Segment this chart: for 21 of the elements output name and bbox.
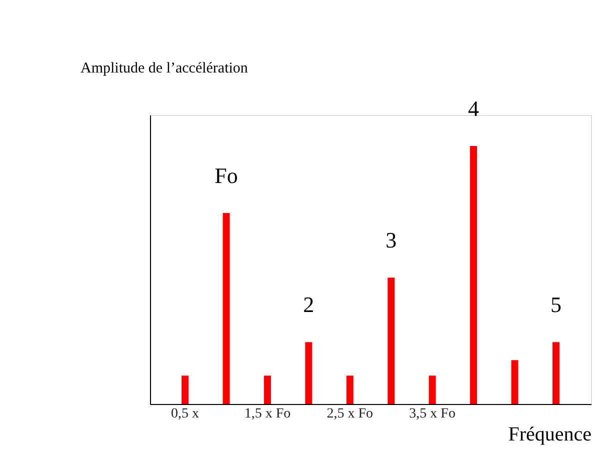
bar xyxy=(511,360,518,404)
annotation: 5 xyxy=(550,292,562,318)
x-axis-title: Fréquence xyxy=(508,424,592,446)
bar xyxy=(470,146,478,404)
annotation: 4 xyxy=(468,96,480,121)
bar xyxy=(388,278,395,404)
x-tick-label: 0,5 x xyxy=(171,406,200,422)
annotation: 3 xyxy=(386,228,397,253)
bar xyxy=(552,342,560,404)
bar xyxy=(222,213,230,404)
bar xyxy=(264,376,271,404)
bar xyxy=(305,342,312,404)
y-axis-title: Amplitude de l’accélération xyxy=(80,60,248,76)
x-tick-label: 3,5 x Fo xyxy=(409,406,456,422)
bar xyxy=(346,376,354,404)
annotation: Fo xyxy=(214,163,238,188)
x-tick-label: 1,5 x Fo xyxy=(244,406,291,422)
annotation: 2 xyxy=(303,292,314,318)
bar xyxy=(182,376,189,404)
x-tick-label: 2,5 x Fo xyxy=(326,406,374,422)
bar xyxy=(428,376,436,404)
